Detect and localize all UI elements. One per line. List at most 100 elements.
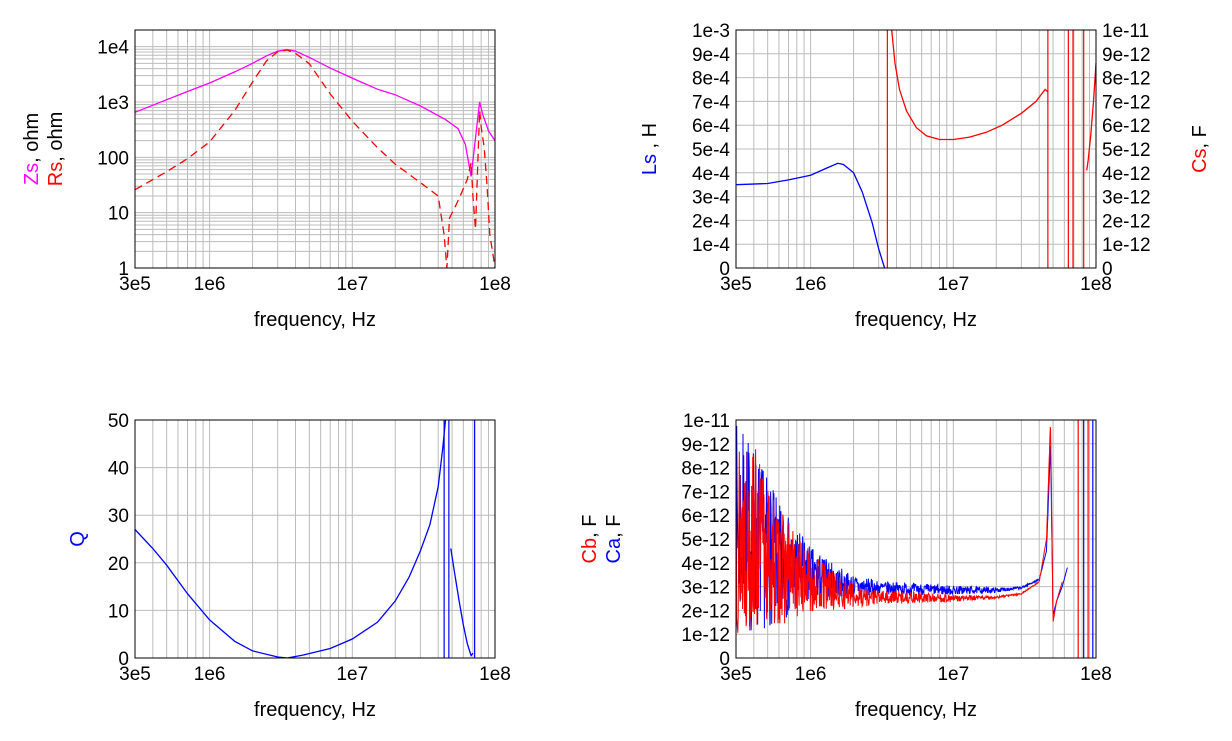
y-tick-label: 9e-4 [692, 45, 730, 66]
y-axis-label-part: , ohm [45, 112, 67, 162]
y-tick-label: 30 [108, 506, 129, 527]
y-axis-label-part: Q [67, 531, 89, 547]
series-line-2 [1086, 63, 1096, 171]
y-axis-label-part: , ohm [21, 113, 43, 163]
y-axis-label: Cb, F [579, 515, 601, 564]
x-tick-label: 3e5 [720, 274, 752, 295]
y-tick-label: 0 [719, 649, 730, 670]
y-axis-label: Ls , H [639, 123, 661, 175]
y-tick-label: 1e-3 [692, 21, 730, 42]
y-axis-label: Rs, ohm [45, 112, 67, 186]
plot-area [135, 420, 476, 658]
grid [134, 419, 496, 659]
x-tick-label: 1e8 [479, 664, 511, 685]
y2-tick-label: 4e-12 [1102, 164, 1151, 185]
plot-area [135, 49, 495, 268]
x-tick-label: 1e7 [336, 664, 368, 685]
y-tick-label: 4e-4 [692, 164, 730, 185]
series-line-1 [135, 49, 495, 268]
x-axis-label: frequency, Hz [254, 309, 376, 331]
y-tick-label: 1 [118, 259, 129, 280]
x-axis-label: frequency, Hz [855, 309, 977, 331]
y-tick-label: 10 [108, 204, 129, 225]
series-line-1 [450, 548, 474, 657]
panel-capacitance: 3e5 1e6 1e7 1e8 frequency, Hz 0 1e-12 2e-123e-1… [579, 411, 1112, 721]
y-axis-label-part: , F [603, 515, 625, 538]
y-tick-label: 10 [108, 601, 129, 622]
series-line-0 [736, 162, 886, 268]
x-tick-label: 1e6 [795, 274, 827, 295]
x-tick-label: 1e6 [194, 664, 226, 685]
y-axis-label-part: Cb [579, 538, 601, 564]
y2-tick-label: 2e-12 [1102, 211, 1151, 232]
y-axis-label-part: Ca [603, 537, 625, 563]
y-axis-label-part: Rs [45, 162, 67, 186]
y-axis-label-part: Ls [639, 154, 661, 175]
y-tick-label: 3e-12 [681, 578, 730, 599]
x-tick-label: 1e7 [937, 274, 969, 295]
y-tick-label: 40 [108, 459, 129, 480]
y2-tick-label: 8e-12 [1102, 69, 1151, 90]
series-line-1 [736, 426, 1063, 633]
x-tick-label: 1e8 [1080, 274, 1112, 295]
y-tick-label: 8e-4 [692, 69, 730, 90]
x-tick-label: 1e8 [1080, 664, 1112, 685]
series-line-0 [135, 420, 447, 658]
y-axis-label-part: , H [639, 123, 661, 154]
y-axis-label: Q [67, 531, 89, 547]
y2-tick-label: 1e-12 [1102, 235, 1151, 256]
x-tick-label: 1e6 [194, 274, 226, 295]
plot-area [736, 30, 1096, 268]
y-tick-label: 100 [97, 148, 129, 169]
x-tick-label: 3e5 [720, 664, 752, 685]
y-tick-label: 7e-4 [692, 92, 730, 113]
y-tick-label: 7e-12 [681, 482, 730, 503]
y-tick-label: 1e-12 [681, 625, 730, 646]
y-tick-label: 0 [118, 649, 129, 670]
y-tick-label: 1e-11 [683, 411, 730, 432]
x-tick-label: 1e6 [795, 664, 827, 685]
y-tick-label: 5e-4 [692, 140, 730, 161]
y-tick-label: 8e-12 [681, 459, 730, 480]
plot-frame [134, 29, 496, 269]
y-axis-label-part: Zs [21, 163, 43, 185]
y2-tick-label: 9e-12 [1102, 45, 1151, 66]
plot-frame [134, 419, 496, 659]
series-line-0 [135, 49, 495, 177]
y2-tick-label: 6e-12 [1102, 116, 1151, 137]
y2-tick-label: 0 [1102, 259, 1113, 280]
x-tick-label: 1e7 [336, 274, 368, 295]
x-tick-label: 1e7 [937, 664, 969, 685]
series-line-1 [891, 30, 1049, 141]
y-tick-label: 6e-4 [692, 116, 730, 137]
y-tick-label: 5e-12 [681, 530, 730, 551]
y2-tick-label: 1e-11 [1102, 21, 1149, 42]
y2-tick-label: 5e-12 [1102, 140, 1151, 161]
y-tick-label: 20 [108, 554, 129, 575]
x-axis-label: frequency, Hz [855, 699, 977, 721]
x-tick-label: 3e5 [119, 274, 151, 295]
y-tick-label: 0 [719, 259, 730, 280]
y2-axis-label-part: Cs [1189, 148, 1211, 172]
panel-inductance: 3e5 1e6 1e7 1e8 frequency, Hz 0 1e-4 2e-43e-4 4e… [639, 21, 1211, 331]
plot-frame [735, 29, 1097, 269]
grid [735, 419, 1097, 659]
y2-tick-label: 7e-12 [1102, 92, 1151, 113]
y-tick-label: 1e-4 [692, 235, 730, 256]
x-tick-label: 3e5 [119, 664, 151, 685]
y-tick-label: 1e3 [97, 93, 129, 114]
x-axis-label: frequency, Hz [254, 699, 376, 721]
y-axis-label: Zs, ohm [21, 113, 43, 185]
y-tick-label: 9e-12 [681, 435, 730, 456]
grid [134, 29, 496, 269]
panel-impedance: 3e5 1e6 1e7 1e8 frequency, Hz 1 10 100 1e3 1e4 Zs,… [21, 29, 511, 331]
grid [735, 29, 1097, 269]
y-tick-label: 6e-12 [681, 506, 730, 527]
y-tick-label: 4e-12 [681, 554, 730, 575]
y2-tick-label: 3e-12 [1102, 188, 1151, 209]
y2-axis-label: Cs, F [1189, 125, 1211, 173]
y-tick-label: 1e4 [97, 38, 129, 59]
plot-frame [735, 419, 1097, 659]
y-tick-label: 2e-12 [681, 601, 730, 622]
